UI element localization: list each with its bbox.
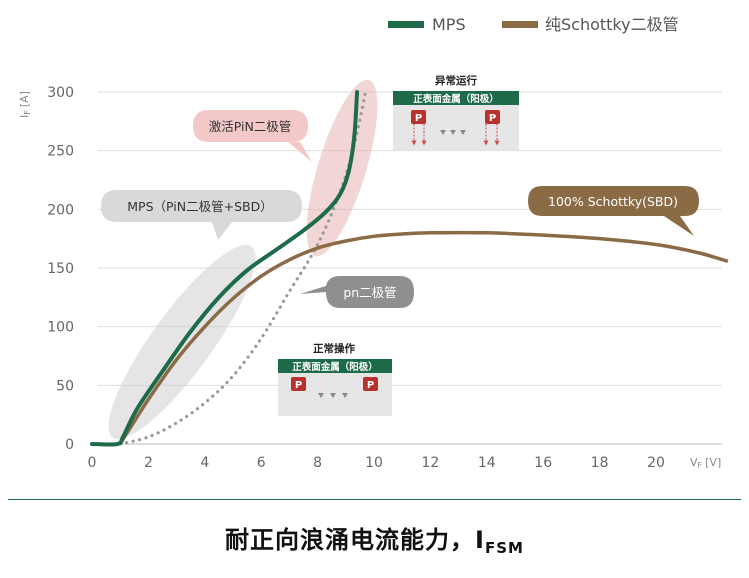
y-axis-symbol: I: [18, 115, 31, 118]
x-tick-label: 6: [257, 455, 266, 471]
callout-pin-bubble: [193, 110, 312, 162]
callout-schottky-bubble: [528, 186, 699, 236]
inset-normal-small-arrows: [318, 393, 348, 398]
x-axis-subscript: F: [698, 461, 703, 470]
y-tick-label: 300: [47, 85, 74, 101]
x-tick-label: 16: [534, 455, 552, 471]
x-tick-label: 8: [313, 455, 322, 471]
y-tick-label: 250: [47, 144, 74, 160]
x-tick-label: 20: [647, 455, 665, 471]
inset-normal-bar: [278, 359, 392, 373]
y-ticks: 0 50 100 150 200 250 300: [47, 85, 74, 453]
x-axis-symbol: V: [690, 456, 698, 469]
y-axis-subscript: F: [23, 110, 32, 115]
series-layer: [90, 90, 729, 447]
inset-abnormal-p-right-text: P: [489, 113, 496, 124]
callout-pin: 激活PiN二极管: [193, 110, 312, 162]
inset-abnormal-bar-text: 正表面金属（阳极）: [413, 93, 499, 105]
chart-title: 耐正向浪涌电流能力，IFSM: [0, 520, 749, 557]
series-line-schottky: [90, 230, 729, 447]
inset-normal-p-left: [291, 377, 306, 391]
callout-pn-bubble: [300, 276, 414, 308]
callout-pn: pn二极管: [300, 276, 414, 308]
x-tick-label: 10: [365, 455, 383, 471]
series-line-mps: [90, 90, 360, 447]
callout-pn-text: pn二极管: [343, 285, 396, 300]
x-ticks: 0 2 4 6 8 10 12 14 16 18 20: [88, 455, 665, 471]
y-tick-label: 0: [65, 437, 74, 453]
y-tick-label: 50: [56, 378, 74, 394]
legend-swatch-mps: [388, 21, 424, 28]
callout-schottky: 100% Schottky(SBD): [528, 186, 699, 236]
y-tick-label: 150: [47, 261, 74, 277]
footer-divider: [8, 499, 741, 500]
x-axis-unit: [V]: [705, 456, 721, 469]
legend-label-mps: MPS: [432, 15, 466, 34]
chart-title-main: 耐正向浪涌电流能力，I: [225, 526, 485, 554]
callout-pin-text: 激活PiN二极管: [209, 119, 292, 134]
inset-abnormal-p-left: [411, 110, 426, 124]
inset-abnormal-title: 异常运行: [435, 74, 477, 87]
x-tick-label: 4: [200, 455, 209, 471]
inset-normal-p-right: [363, 377, 378, 391]
inset-abnormal: 异常运行 正表面金属（阳极） P P: [393, 74, 519, 150]
x-tick-label: 12: [421, 455, 439, 471]
inset-normal-p-left-text: P: [295, 380, 302, 391]
inset-abnormal-p-right: [485, 110, 500, 124]
x-axis-label: VF [V]: [690, 456, 721, 470]
x-tick-label: 14: [478, 455, 496, 471]
y-axis-unit: [A]: [18, 91, 31, 107]
callout-schottky-text: 100% Schottky(SBD): [548, 194, 678, 209]
legend-label-schottky: 纯Schottky二极管: [545, 15, 679, 34]
y-tick-label: 100: [47, 320, 74, 336]
inset-abnormal-arrows: [411, 124, 500, 146]
inset-normal-p-right-text: P: [367, 380, 374, 391]
chart-title-subscript: FSM: [484, 539, 524, 557]
x-tick-label: 18: [591, 455, 609, 471]
legend: MPS 纯Schottky二极管: [388, 15, 679, 34]
x-tick-label: 2: [144, 455, 153, 471]
inset-normal: 正常操作 正表面金属（阳极） P P: [278, 342, 392, 416]
legend-swatch-schottky: [502, 21, 538, 28]
inset-abnormal-bar: [393, 91, 519, 105]
x-tick-label: 0: [88, 455, 97, 471]
callout-mps-bubble: [101, 190, 302, 240]
y-tick-label: 200: [47, 202, 74, 218]
callout-mps: MPS（PiN二极管+SBD）: [101, 190, 302, 240]
y-axis-label: IF [A]: [18, 91, 32, 118]
inset-normal-title: 正常操作: [313, 342, 355, 355]
callout-mps-text: MPS（PiN二极管+SBD）: [127, 199, 272, 214]
inset-normal-bar-text: 正表面金属（阳极）: [292, 361, 378, 373]
inset-abnormal-p-left-text: P: [415, 113, 422, 124]
inset-abnormal-small-arrows: [440, 130, 466, 135]
